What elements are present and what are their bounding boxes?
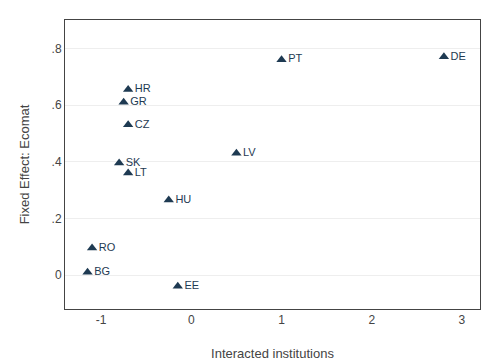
svg-text:Fixed Effect: Ecomat: Fixed Effect: Ecomat [17, 104, 32, 224]
svg-text:LV: LV [243, 146, 256, 158]
svg-text:2: 2 [368, 313, 375, 327]
svg-text:SK: SK [126, 156, 141, 168]
svg-text:RO: RO [99, 241, 116, 253]
svg-text:.6: .6 [52, 98, 62, 112]
svg-text:LT: LT [135, 166, 147, 178]
svg-text:PT: PT [288, 52, 302, 64]
svg-text:HU: HU [175, 193, 191, 205]
svg-text:.4: .4 [52, 155, 62, 169]
svg-text:0: 0 [55, 268, 62, 282]
svg-text:BG: BG [94, 265, 110, 277]
svg-text:DE: DE [451, 50, 466, 62]
svg-text:.8: .8 [52, 42, 62, 56]
svg-text:EE: EE [184, 279, 199, 291]
svg-text:0: 0 [188, 313, 195, 327]
svg-text:.2: .2 [52, 212, 62, 226]
svg-text:HR: HR [135, 82, 151, 94]
svg-text:CZ: CZ [135, 118, 150, 130]
svg-text:GR: GR [130, 95, 147, 107]
svg-text:3: 3 [459, 313, 466, 327]
svg-text:1: 1 [278, 313, 285, 327]
svg-text:Interacted institutions: Interacted institutions [211, 346, 334, 361]
svg-text:-1: -1 [96, 313, 107, 327]
